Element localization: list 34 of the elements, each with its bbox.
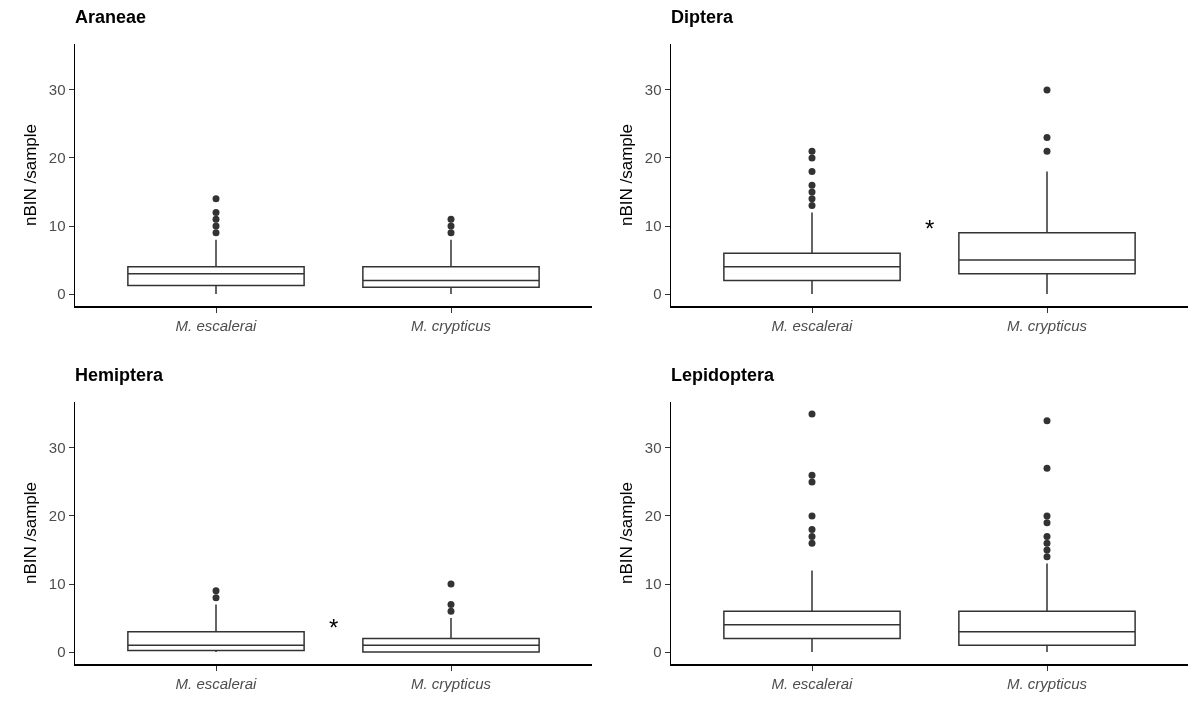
y-tick-label: 20 bbox=[48, 149, 66, 167]
annotation: * bbox=[329, 614, 339, 641]
y-tick-label: 10 bbox=[644, 575, 662, 593]
y-tick-label: 30 bbox=[48, 81, 66, 99]
y-axis-title: nBIN /sample bbox=[616, 481, 636, 585]
y-tick-label: 30 bbox=[644, 439, 662, 457]
y-tick-label: 10 bbox=[48, 575, 66, 593]
x-tick-label: M. crypticus bbox=[410, 316, 492, 334]
y-tick-label: 0 bbox=[57, 643, 66, 661]
x-tick-label: M. crypticus bbox=[410, 674, 492, 692]
y-tick-label: 0 bbox=[653, 285, 662, 303]
annotation: * bbox=[925, 215, 935, 242]
y-tick-label: 10 bbox=[48, 217, 66, 235]
y-tick-label: 0 bbox=[57, 285, 66, 303]
y-axis-title: nBIN /sample bbox=[20, 123, 40, 227]
chart-title: Hemiptera bbox=[75, 365, 165, 386]
chart-title: Lepidoptera bbox=[671, 365, 775, 386]
x-tick-label: M. crypticus bbox=[1006, 316, 1088, 334]
chart-title: Diptera bbox=[671, 7, 734, 28]
y-axis-title: nBIN /sample bbox=[20, 481, 40, 585]
chart-title: Araneae bbox=[75, 7, 147, 28]
x-tick-label: M. escalerai bbox=[175, 316, 258, 334]
x-tick-label: M. crypticus bbox=[1006, 674, 1088, 692]
y-tick-label: 20 bbox=[644, 507, 662, 525]
y-tick-label: 20 bbox=[644, 149, 662, 167]
y-axis-title: nBIN /sample bbox=[616, 123, 636, 227]
y-tick-label: 20 bbox=[48, 507, 66, 525]
x-tick-label: M. escalerai bbox=[771, 316, 854, 334]
y-tick-label: 30 bbox=[48, 439, 66, 457]
x-tick-label: M. escalerai bbox=[771, 674, 854, 692]
y-tick-label: 30 bbox=[644, 81, 662, 99]
y-tick-label: 10 bbox=[644, 217, 662, 235]
y-tick-label: 0 bbox=[653, 643, 662, 661]
x-tick-label: M. escalerai bbox=[175, 674, 258, 692]
